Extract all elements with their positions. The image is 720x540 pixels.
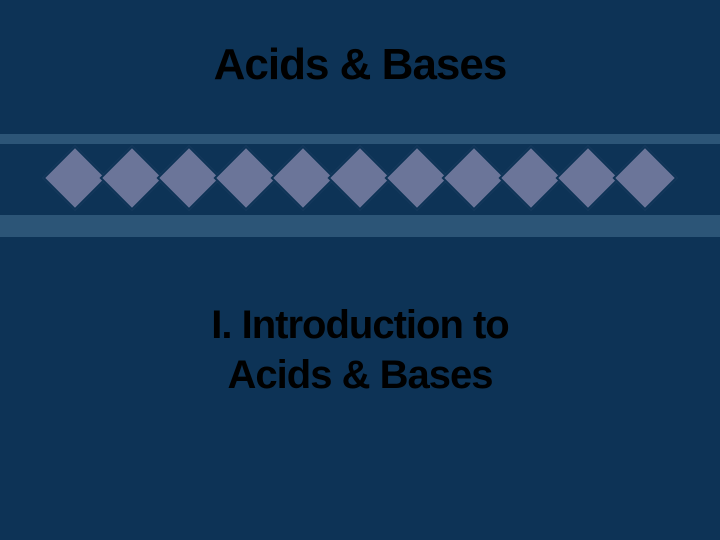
decor-diamond [555,145,620,210]
decor-diamond [270,145,335,210]
decor-diamond [384,145,449,210]
decor-diamond [327,145,392,210]
decor-band-bottom [0,215,720,237]
subtitle-line-1: I. Introduction to [211,303,509,347]
decor-diamond [498,145,563,210]
decor-diamond [156,145,221,210]
slide: Acids & Bases I. Introduction to Acids &… [0,0,720,540]
slide-subtitle: I. Introduction to Acids & Bases [0,300,720,400]
decor-diamond [213,145,278,210]
subtitle-line-2: Acids & Bases [228,353,493,397]
decor-diamond-row [0,145,720,210]
decor-diamond [42,145,107,210]
decor-band-top [0,134,720,144]
decor-diamond [612,145,677,210]
slide-title: Acids & Bases [0,40,720,90]
decor-diamond [441,145,506,210]
decor-diamond [99,145,164,210]
